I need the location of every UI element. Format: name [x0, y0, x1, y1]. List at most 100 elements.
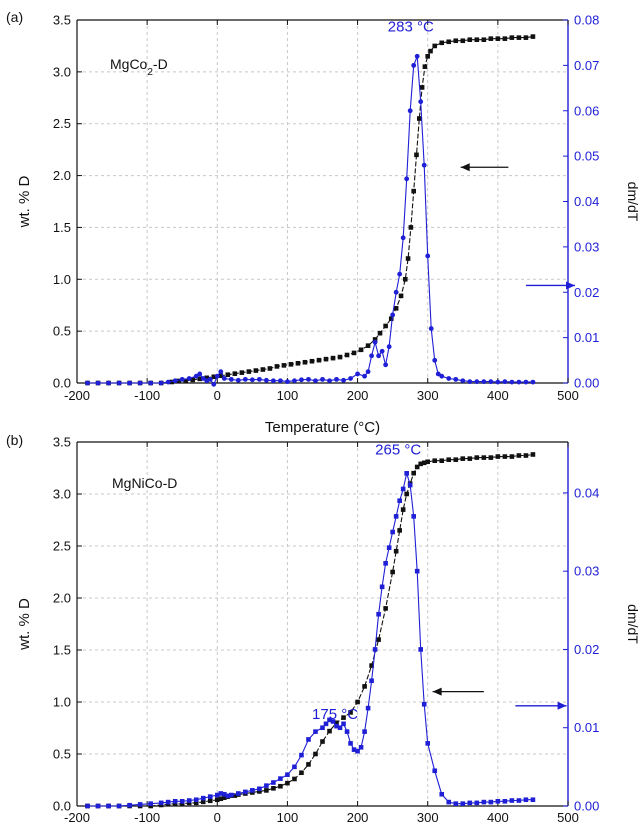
data-point — [369, 353, 374, 359]
data-point — [530, 34, 536, 39]
data-point — [488, 455, 494, 460]
data-point — [183, 378, 189, 384]
data-point — [236, 791, 241, 796]
data-point — [383, 362, 389, 368]
data-point — [453, 376, 459, 382]
chart-panel-b: -200 -100 0 100 200 300 400 500 0.0 0.5 1.0 1.5 2.0 2… — [6, 432, 638, 825]
data-point — [257, 789, 262, 794]
x-tick-label: 100 — [277, 388, 299, 403]
data-point — [453, 38, 459, 44]
data-point — [495, 454, 501, 459]
data-point — [362, 729, 367, 734]
data-point — [256, 376, 262, 382]
data-point — [85, 803, 90, 809]
data-point — [348, 376, 353, 381]
y-tick-label: 1.0 — [53, 695, 71, 710]
data-point — [200, 795, 206, 801]
data-point — [263, 377, 269, 383]
data-point — [365, 705, 371, 711]
data-point — [267, 366, 273, 371]
data-point — [393, 289, 399, 295]
data-point — [327, 728, 332, 734]
data-point — [222, 791, 227, 797]
data-point — [243, 789, 248, 795]
data-point — [495, 36, 501, 41]
data-point — [148, 803, 153, 809]
data-point — [285, 772, 290, 777]
data-point — [372, 337, 378, 342]
data-point — [337, 354, 343, 360]
data-point — [218, 373, 224, 379]
data-point — [404, 176, 410, 182]
data-point — [221, 376, 227, 381]
data-point — [264, 783, 269, 788]
data-point — [408, 225, 414, 230]
data-point — [358, 347, 364, 353]
data-point — [467, 456, 473, 461]
data-point — [327, 717, 332, 723]
data-point — [376, 353, 382, 359]
data-point — [106, 380, 111, 386]
data-point — [288, 362, 294, 367]
x-tick-label: 0 — [214, 388, 221, 403]
data-point — [418, 647, 423, 652]
data-point — [278, 776, 283, 781]
data-point — [432, 458, 438, 464]
sample-label: MgCo2-D — [110, 56, 168, 78]
data-point — [393, 514, 399, 519]
data-point — [421, 701, 427, 707]
peak-annotation: 175 °C — [312, 706, 358, 723]
data-point — [467, 800, 473, 806]
data-point — [85, 380, 90, 386]
data-point — [474, 379, 480, 385]
data-point — [292, 378, 297, 384]
data-point — [414, 152, 419, 158]
x-tick-label: 500 — [557, 810, 579, 825]
data-point — [228, 376, 234, 382]
data-point — [257, 786, 262, 792]
data-point — [95, 380, 101, 386]
x-tick-label: -100 — [134, 388, 160, 403]
data-point — [225, 793, 231, 799]
data-point — [344, 729, 350, 734]
data-point — [414, 53, 420, 59]
data-point — [372, 647, 378, 652]
data-point — [502, 799, 508, 804]
data-point — [393, 306, 399, 311]
data-point — [383, 561, 388, 566]
y2-tick-label: 0.01 — [574, 330, 599, 345]
data-point — [253, 368, 259, 373]
data-point — [509, 454, 515, 459]
data-point — [179, 801, 185, 807]
data-point — [351, 747, 357, 752]
data-point — [383, 323, 388, 329]
data-point — [530, 379, 536, 385]
data-point — [127, 380, 133, 386]
data-point — [344, 352, 350, 358]
data-point — [435, 371, 441, 377]
arrow-head-left — [460, 163, 470, 172]
data-point — [439, 791, 445, 797]
data-point — [176, 378, 182, 384]
data-point — [488, 379, 494, 385]
data-point — [411, 62, 417, 68]
y-tick-label: 2.5 — [53, 539, 71, 554]
data-point — [207, 376, 213, 382]
data-point — [232, 371, 238, 376]
data-point — [309, 358, 315, 364]
data-point — [397, 528, 402, 533]
data-point — [193, 797, 199, 803]
data-point — [193, 373, 199, 379]
y2-tick-label: 0.01 — [574, 720, 599, 735]
y-tick-label: 1.5 — [53, 643, 71, 658]
data-point — [523, 797, 529, 803]
data-point — [405, 256, 411, 261]
data-point — [516, 35, 522, 40]
data-point — [421, 162, 427, 168]
data-point — [172, 378, 178, 384]
data-point — [383, 606, 388, 611]
data-point — [425, 741, 431, 746]
data-point — [137, 802, 143, 807]
data-point — [432, 768, 438, 774]
